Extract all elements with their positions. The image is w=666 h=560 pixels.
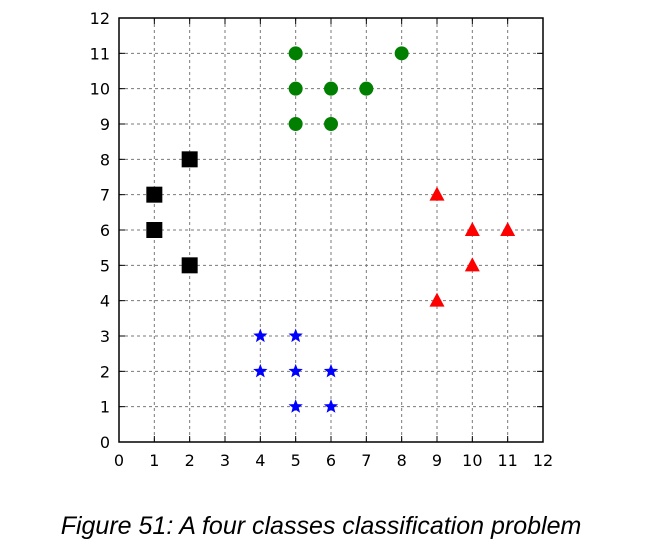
star-marker bbox=[323, 363, 339, 378]
x-tick-label: 4 bbox=[255, 451, 265, 470]
y-tick-label: 8 bbox=[100, 150, 110, 169]
y-tick-label: 11 bbox=[90, 44, 110, 63]
x-tick-label: 10 bbox=[462, 451, 482, 470]
y-tick-label: 10 bbox=[90, 80, 110, 99]
square-marker bbox=[181, 151, 198, 168]
triangle-marker bbox=[429, 292, 445, 307]
x-tick-label: 8 bbox=[397, 451, 407, 470]
circle-marker bbox=[288, 117, 303, 131]
triangle-marker bbox=[429, 186, 445, 201]
star-marker bbox=[288, 328, 303, 343]
x-tick-label: 1 bbox=[149, 451, 159, 470]
star-marker bbox=[288, 363, 303, 378]
x-tick-label: 11 bbox=[497, 451, 517, 470]
triangle-marker bbox=[464, 257, 480, 272]
axis-ticks bbox=[118, 17, 544, 443]
y-tick-label: 7 bbox=[100, 186, 110, 205]
y-tick-label: 1 bbox=[100, 398, 110, 417]
x-tick-label: 7 bbox=[361, 451, 371, 470]
y-tick-label: 4 bbox=[100, 292, 110, 311]
figure-caption: Figure 51: A four classes classification… bbox=[60, 512, 582, 540]
square-marker bbox=[146, 186, 163, 203]
circle-marker bbox=[288, 46, 303, 61]
circle-marker bbox=[394, 46, 409, 61]
x-tick-label: 3 bbox=[220, 451, 230, 470]
triangle-marker bbox=[500, 222, 516, 236]
y-tick-label: 6 bbox=[100, 221, 110, 240]
star-marker bbox=[288, 399, 303, 413]
circle-marker bbox=[288, 81, 303, 96]
star-marker bbox=[253, 363, 268, 378]
square-marker bbox=[146, 222, 163, 238]
circle-marker bbox=[324, 117, 338, 131]
grid-lines bbox=[119, 18, 543, 442]
y-tick-label: 2 bbox=[100, 362, 110, 381]
x-tick-label: 0 bbox=[114, 451, 124, 470]
circle-marker bbox=[359, 81, 374, 96]
y-tick-label: 12 bbox=[90, 9, 110, 28]
triangle-marker bbox=[464, 222, 480, 236]
star-marker bbox=[253, 328, 268, 343]
x-tick-label: 2 bbox=[185, 451, 195, 470]
y-tick-label: 5 bbox=[100, 256, 110, 275]
x-tick-label: 5 bbox=[291, 451, 301, 470]
y-tick-label: 3 bbox=[100, 327, 110, 346]
x-tick-label: 9 bbox=[432, 451, 442, 470]
star-marker bbox=[323, 399, 339, 413]
x-tick-labels: 0 1 2 3 4 5 6 7 8 9 10 11 12 bbox=[114, 451, 553, 470]
data-points bbox=[146, 46, 516, 413]
circle-marker bbox=[324, 81, 338, 96]
square-marker bbox=[181, 257, 198, 274]
y-tick-label: 0 bbox=[100, 433, 110, 452]
x-tick-label: 6 bbox=[326, 451, 336, 470]
y-tick-label: 9 bbox=[100, 115, 110, 134]
x-tick-label: 12 bbox=[533, 451, 553, 470]
